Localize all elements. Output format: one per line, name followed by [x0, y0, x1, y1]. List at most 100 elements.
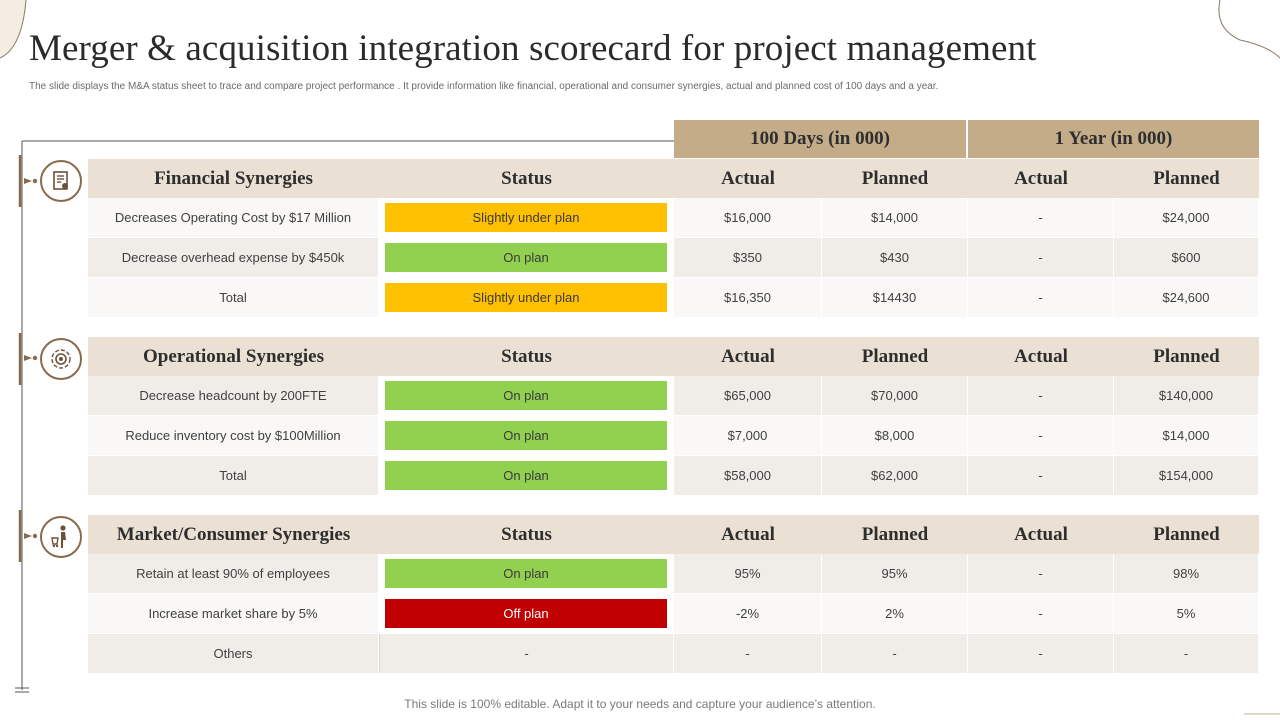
table-row: Decrease overhead expense by $450k On pl… — [88, 238, 1259, 278]
actual-1y-value: - — [968, 198, 1114, 237]
table-row: Others - - - - - — [88, 634, 1259, 674]
section-title: Financial Synergies — [154, 167, 313, 189]
actual-100d-value: $16,000 — [674, 198, 822, 237]
planned-100d-value: $14430 — [822, 278, 968, 317]
actual-1y-value: - — [968, 594, 1114, 633]
table-row-total: Total Slightly under plan $16,350 $14430… — [88, 278, 1259, 318]
actual-1y-value: - — [968, 376, 1114, 415]
planned-1y-value: $24,600 — [1114, 278, 1259, 317]
status-badge: On plan — [385, 421, 667, 450]
market-consumer-synergies-table: Market/Consumer Synergies Status Actual … — [88, 515, 1259, 674]
table-row: Increase market share by 5% Off plan -2%… — [88, 594, 1259, 634]
actual-1y-value: - — [968, 238, 1114, 277]
header-planned-1y: Planned — [1153, 523, 1220, 545]
status-cell: On plan — [379, 554, 674, 593]
table-row: Retain at least 90% of employees On plan… — [88, 554, 1259, 594]
status-cell: On plan — [379, 456, 674, 495]
status-badge: Slightly under plan — [385, 203, 667, 232]
table-row: Reduce inventory cost by $100Million On … — [88, 416, 1259, 456]
actual-1y-value: - — [968, 416, 1114, 455]
header-planned-1y: Planned — [1153, 167, 1220, 189]
status-value: - — [379, 634, 674, 673]
planned-1y-value: $600 — [1114, 238, 1259, 277]
header-status: Status — [501, 345, 552, 367]
period-header-1-year: 1 Year (in 000) — [968, 120, 1259, 158]
table-header-row: Financial Synergies Status Actual Planne… — [88, 159, 1259, 198]
section-title: Operational Synergies — [142, 345, 325, 367]
header-status: Status — [501, 523, 552, 545]
status-cell: On plan — [379, 376, 674, 415]
planned-1y-value: 5% — [1114, 594, 1259, 633]
planned-100d-value: $14,000 — [822, 198, 968, 237]
operations-gear-icon — [40, 338, 82, 380]
row-label: Retain at least 90% of employees — [88, 554, 379, 593]
planned-1y-value: 98% — [1114, 554, 1259, 593]
page-subtitle: The slide displays the M&A status sheet … — [29, 81, 939, 92]
planned-100d-value: $430 — [822, 238, 968, 277]
header-planned-100d: Planned — [861, 167, 929, 189]
row-label: Total — [88, 278, 379, 317]
planned-1y-value: $14,000 — [1114, 416, 1259, 455]
actual-1y-value: - — [968, 554, 1114, 593]
row-label: Reduce inventory cost by $100Million — [88, 416, 379, 455]
actual-100d-value: $7,000 — [674, 416, 822, 455]
header-planned-100d: Planned — [861, 345, 929, 367]
period-header-100-days: 100 Days (in 000) — [674, 120, 966, 158]
financial-document-icon — [40, 160, 82, 202]
status-cell: On plan — [379, 238, 674, 277]
bottom-right-accent — [1244, 713, 1280, 715]
header-actual-100d: Actual — [721, 523, 775, 545]
status-badge: Slightly under plan — [385, 283, 667, 312]
planned-100d-value: 2% — [822, 594, 968, 633]
header-status: Status — [501, 167, 552, 189]
actual-100d-value: $16,350 — [674, 278, 822, 317]
table-header-row: Market/Consumer Synergies Status Actual … — [88, 515, 1259, 554]
planned-1y-value: $140,000 — [1114, 376, 1259, 415]
financial-synergies-table: Financial Synergies Status Actual Planne… — [88, 159, 1259, 318]
row-label: Others — [88, 634, 379, 673]
header-actual-1y: Actual — [1014, 167, 1068, 189]
actual-1y-value: - — [968, 278, 1114, 317]
timeline-connector — [15, 140, 674, 693]
corner-decoration-left — [0, 0, 27, 59]
actual-100d-value: $65,000 — [674, 376, 822, 415]
row-label: Decrease overhead expense by $450k — [88, 238, 379, 277]
status-badge: Off plan — [385, 599, 667, 628]
actual-100d-value: -2% — [674, 594, 822, 633]
header-actual-100d: Actual — [721, 345, 775, 367]
planned-100d-value: $62,000 — [822, 456, 968, 495]
planned-100d-value: $8,000 — [822, 416, 968, 455]
status-cell: Off plan — [379, 594, 674, 633]
footer-note: This slide is 100% editable. Adapt it to… — [404, 697, 876, 711]
operational-synergies-table: Operational Synergies Status Actual Plan… — [88, 337, 1259, 496]
status-cell: Slightly under plan — [379, 278, 674, 317]
planned-100d-value: - — [822, 634, 968, 673]
actual-100d-value: $58,000 — [674, 456, 822, 495]
planned-1y-value: $154,000 — [1114, 456, 1259, 495]
planned-1y-value: $24,000 — [1114, 198, 1259, 237]
status-badge: On plan — [385, 559, 667, 588]
section-title: Market/Consumer Synergies — [116, 523, 351, 545]
status-badge: On plan — [385, 381, 667, 410]
table-row: Decreases Operating Cost by $17 Million … — [88, 198, 1259, 238]
planned-1y-value: - — [1114, 634, 1259, 673]
header-actual-1y: Actual — [1014, 345, 1068, 367]
header-planned-1y: Planned — [1153, 345, 1220, 367]
table-row-total: Total On plan $58,000 $62,000 - $154,000 — [88, 456, 1259, 496]
table-row: Decrease headcount by 200FTE On plan $65… — [88, 376, 1259, 416]
planned-100d-value: $70,000 — [822, 376, 968, 415]
header-actual-1y: Actual — [1014, 523, 1068, 545]
status-cell: Slightly under plan — [379, 198, 674, 237]
row-label: Decreases Operating Cost by $17 Million — [88, 198, 379, 237]
actual-100d-value: - — [674, 634, 822, 673]
consumer-cart-icon — [40, 516, 82, 558]
page-title: Merger & acquisition integration scoreca… — [29, 28, 1037, 69]
planned-100d-value: 95% — [822, 554, 968, 593]
header-planned-100d: Planned — [861, 523, 929, 545]
actual-1y-value: - — [968, 456, 1114, 495]
actual-1y-value: - — [968, 634, 1114, 673]
status-cell: On plan — [379, 416, 674, 455]
status-badge: On plan — [385, 461, 667, 490]
status-badge: On plan — [385, 243, 667, 272]
row-label: Total — [88, 456, 379, 495]
